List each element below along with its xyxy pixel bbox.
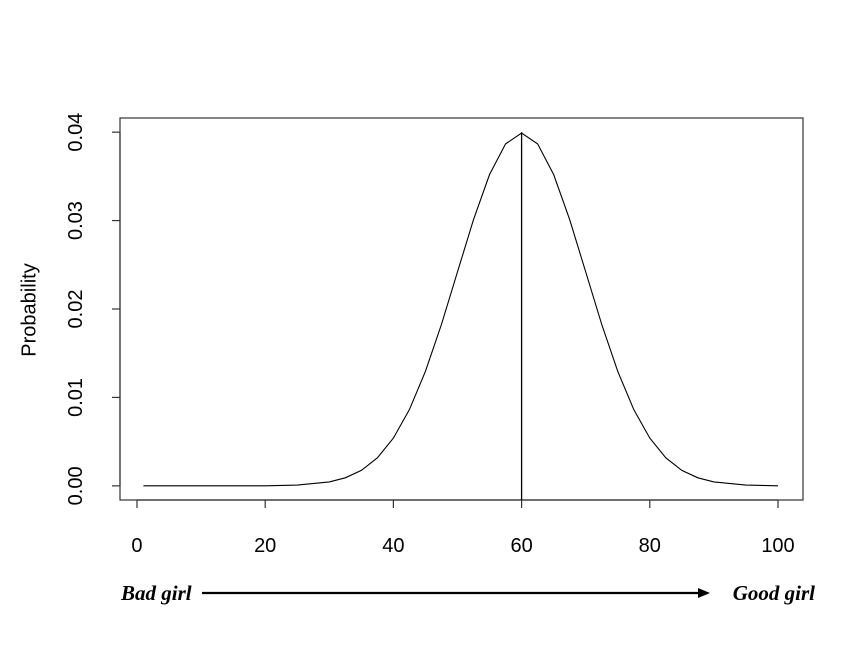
density-curve [143,132,779,487]
y-axis-label: Probability [18,263,40,356]
y-tick-label: 0.02 [65,290,87,329]
x-tick-label: 80 [639,535,661,557]
right-annotation: Good girl [733,581,815,605]
left-annotation: Bad girl [120,581,192,605]
x-tick-label: 100 [761,535,794,557]
x-tick-label: 0 [131,535,142,557]
y-tick-label: 0.04 [65,113,87,152]
x-tick-label: 20 [254,535,276,557]
y-tick-label: 0.01 [65,378,87,417]
x-tick-label: 40 [382,535,404,557]
y-tick-label: 0.03 [65,201,87,240]
y-tick-label: 0.00 [65,466,87,505]
plot-frame [119,117,804,501]
arrow-head [698,588,710,598]
x-tick-label: 60 [510,535,532,557]
